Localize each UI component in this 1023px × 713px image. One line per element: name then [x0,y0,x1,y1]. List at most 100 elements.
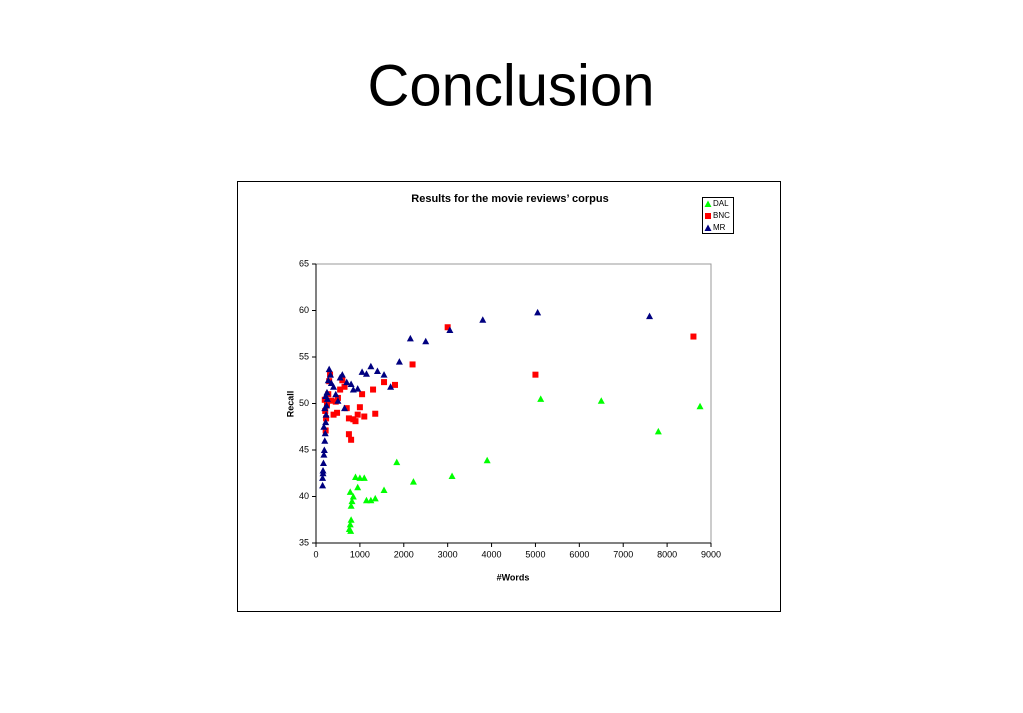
point [343,378,351,386]
x-tick-label: 2000 [394,549,414,559]
point [371,494,379,502]
point [380,371,388,378]
point [352,473,359,480]
point [354,483,362,491]
point [348,497,356,505]
point [479,316,487,323]
point [348,436,355,443]
point [326,371,334,378]
point [324,376,332,384]
y-tick-label: 65 [299,258,309,268]
point [322,411,330,418]
point [320,423,328,430]
y-tick-label: 35 [299,537,309,547]
point [323,415,330,422]
point [346,488,354,495]
point [320,451,328,458]
point [341,404,349,412]
point [320,446,328,453]
point [362,496,370,504]
x-tick-label: 3000 [438,549,458,559]
x-tick-label: 6000 [569,549,589,559]
point [360,474,368,481]
legend-label: MR [713,223,726,232]
point [395,358,403,365]
point [381,379,388,386]
point [532,371,539,378]
point [406,334,414,342]
legend-marker [704,200,712,207]
point [346,520,354,528]
point [345,415,352,422]
x-tick-label: 1000 [350,549,370,559]
point [393,458,401,466]
point [321,437,329,444]
point [444,324,451,331]
point [332,390,340,398]
point [337,386,344,393]
point [328,397,335,404]
chart-title: Results for the movie reviews’ corpus [411,193,608,205]
point [361,413,368,420]
point [322,392,330,400]
legend-label: BNC [713,211,730,220]
point [347,502,355,509]
x-tick-label: 7000 [613,549,633,559]
point [446,326,454,334]
point [347,527,355,534]
point [321,404,329,412]
x-axis-label: #Words [497,572,530,582]
point [336,373,344,381]
point [349,386,357,393]
legend-label: DAL [713,199,729,208]
point [362,370,370,377]
point [345,431,352,438]
point [409,361,416,368]
point [422,337,430,345]
point [330,383,338,390]
point [367,362,375,370]
point [322,427,329,434]
x-tick-label: 5000 [525,549,545,559]
point [356,404,363,411]
chart-frame [237,181,781,612]
y-tick-label: 60 [299,305,309,315]
point [380,486,388,493]
legend-marker [704,224,712,231]
point [319,474,327,481]
point [319,481,327,489]
point [319,459,327,467]
point [392,381,398,388]
point [359,391,366,398]
point [330,411,337,418]
point [387,383,395,390]
point [409,478,417,485]
point [534,308,542,316]
point [321,429,329,437]
point [367,496,375,504]
point [347,380,355,387]
y-tick-label: 45 [299,444,309,454]
point [343,405,350,412]
point [347,516,355,523]
point [323,388,331,396]
point [373,367,381,374]
point [341,383,348,390]
slide-title: Conclusion [368,53,655,118]
point [646,312,654,320]
point [350,416,357,423]
point [334,397,342,404]
legend-marker [705,213,711,219]
point [354,411,361,418]
point [448,472,456,480]
point [690,333,697,340]
y-axis-label: Recall [285,391,295,418]
point [370,386,377,393]
y-tick-label: 55 [299,351,309,361]
point [354,385,362,392]
point [358,368,366,375]
point [325,365,333,373]
point [372,410,379,417]
